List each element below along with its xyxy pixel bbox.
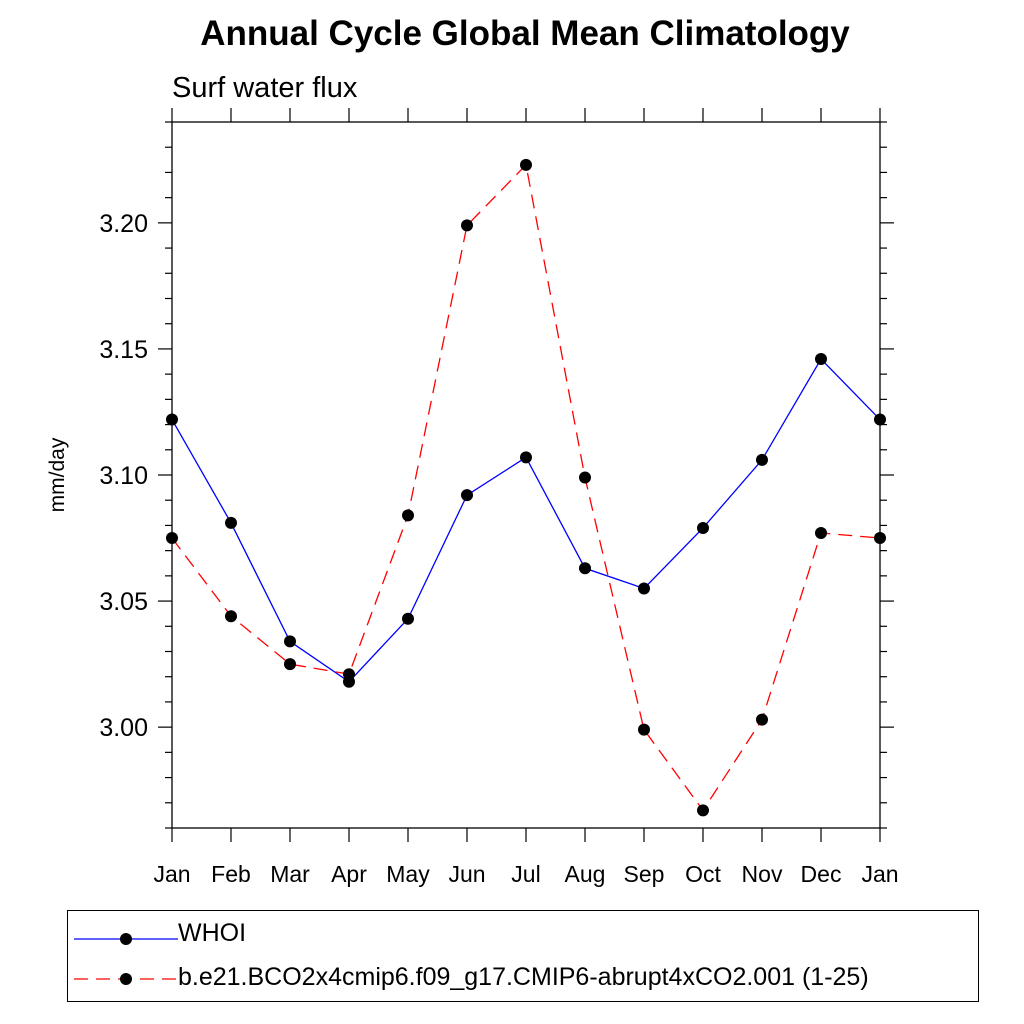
data-point-series-1 bbox=[402, 509, 414, 522]
y-tick-label: 3.00 bbox=[99, 714, 148, 742]
data-point-series-0 bbox=[815, 353, 827, 366]
legend-item-experiment: b.e21.BCO2x4cmip6.f09_g17.CMIP6-abrupt4x… bbox=[68, 959, 978, 999]
data-point-series-1 bbox=[638, 723, 650, 736]
data-point-series-0 bbox=[579, 562, 591, 575]
data-point-series-1 bbox=[874, 532, 886, 545]
x-tick-label: Mar bbox=[270, 861, 310, 887]
data-point-series-1 bbox=[284, 658, 296, 671]
data-point-series-0 bbox=[756, 453, 768, 466]
x-tick-label: Nov bbox=[742, 861, 783, 887]
data-point-series-0 bbox=[874, 413, 886, 426]
chart-title: Annual Cycle Global Mean Climatology bbox=[200, 14, 850, 53]
data-point-series-0 bbox=[225, 516, 237, 529]
y-tick-label: 3.05 bbox=[99, 588, 148, 616]
data-point-series-1 bbox=[343, 668, 355, 681]
series-line-0 bbox=[171, 357, 881, 683]
x-tick-label: May bbox=[386, 861, 430, 887]
series-line-1 bbox=[171, 163, 881, 812]
plot-frame bbox=[171, 121, 881, 829]
x-tick-label: Apr bbox=[331, 861, 367, 887]
data-point-series-1 bbox=[697, 804, 709, 817]
y-tick-label: 3.15 bbox=[99, 336, 148, 364]
data-point-series-0 bbox=[284, 635, 296, 648]
x-tick-label: Dec bbox=[801, 861, 842, 887]
data-point-series-1 bbox=[756, 713, 768, 726]
x-tick-label: Jan bbox=[861, 861, 898, 887]
data-point-series-0 bbox=[166, 413, 178, 426]
data-point-series-0 bbox=[461, 489, 473, 502]
legend: WHOI b.e21.BCO2x4cmip6.f09_g17.CMIP6-abr… bbox=[67, 910, 979, 1002]
data-point-series-0 bbox=[520, 451, 532, 464]
y-tick-label: 3.10 bbox=[99, 462, 148, 490]
data-point-series-0 bbox=[402, 612, 414, 625]
data-point-series-1 bbox=[579, 471, 591, 484]
legend-label-experiment: b.e21.BCO2x4cmip6.f09_g17.CMIP6-abrupt4x… bbox=[178, 963, 869, 991]
x-tick-label: Oct bbox=[685, 861, 721, 887]
x-tick-label: Aug bbox=[565, 861, 606, 887]
x-tick-label: Feb bbox=[211, 861, 251, 887]
line-chart: 3.00 3.05 3.10 3.15 3.20 Jan Feb Mar Apr May Jun Ju… bbox=[46, 108, 899, 887]
y-tick-label: 3.20 bbox=[99, 210, 148, 238]
legend-swatch-whoi bbox=[74, 933, 178, 945]
data-point-series-1 bbox=[166, 532, 178, 545]
x-tick-label: Jan bbox=[153, 861, 190, 887]
x-tick-label: Sep bbox=[624, 861, 665, 887]
data-point-series-1 bbox=[461, 219, 473, 232]
data-point-series-1 bbox=[225, 610, 237, 623]
y-axis-label: mm/day bbox=[46, 437, 69, 512]
x-tick-label: Jun bbox=[448, 861, 485, 887]
data-point-series-1 bbox=[520, 158, 532, 171]
legend-swatch-experiment bbox=[74, 973, 178, 985]
legend-item-whoi: WHOI bbox=[68, 915, 978, 955]
x-tick-label: Jul bbox=[511, 861, 540, 887]
chart-subtitle: Surf water flux bbox=[172, 72, 358, 104]
data-point-series-0 bbox=[697, 521, 709, 534]
data-point-series-1 bbox=[815, 526, 827, 539]
legend-label-whoi: WHOI bbox=[178, 919, 247, 947]
data-point-series-0 bbox=[638, 582, 650, 595]
